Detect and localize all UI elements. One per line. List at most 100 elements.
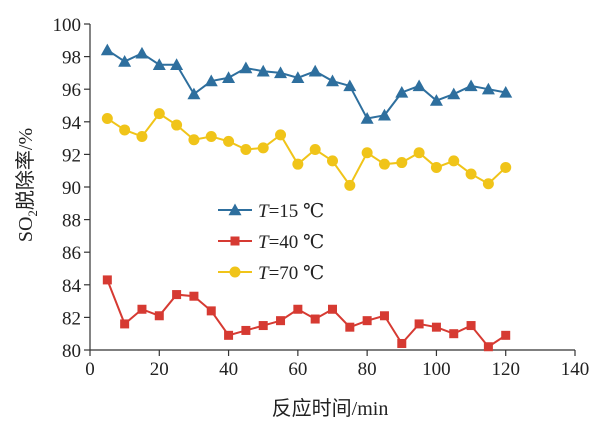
legend-label: T=70 ℃	[258, 263, 324, 284]
data-point	[101, 113, 113, 125]
data-point	[257, 142, 269, 154]
data-point	[100, 43, 114, 56]
series-2	[102, 275, 511, 352]
data-point	[500, 161, 512, 173]
data-point	[241, 325, 251, 335]
legend-label: T=15 ℃	[258, 201, 324, 222]
y-tick-label: 88	[62, 211, 81, 232]
series-line	[106, 279, 507, 349]
data-point	[396, 157, 408, 169]
legend-label-rest: =40 ℃	[269, 232, 325, 253]
legend-label-italic: T	[258, 232, 270, 253]
data-point	[239, 61, 253, 74]
y-tick-label: 96	[62, 80, 81, 101]
series-line	[106, 49, 506, 120]
data-point	[431, 322, 441, 332]
data-point	[362, 316, 372, 326]
data-point	[326, 74, 339, 87]
data-point	[414, 319, 424, 329]
data-point	[119, 124, 131, 136]
legend-item-2: T=40 ℃	[218, 232, 324, 253]
data-point	[447, 87, 461, 100]
x-tick-label: 80	[358, 359, 377, 380]
data-point	[293, 304, 303, 314]
data-point	[118, 54, 132, 67]
y-axis-label: SO2脱除率/%	[14, 128, 40, 242]
data-point	[256, 64, 270, 77]
data-point	[170, 58, 184, 70]
data-point	[395, 85, 409, 98]
legend-label-italic: T	[258, 201, 270, 222]
data-point	[223, 135, 235, 147]
data-point	[412, 79, 426, 92]
data-point	[413, 147, 425, 159]
data-point	[171, 119, 183, 131]
data-point	[188, 134, 200, 146]
data-point	[172, 290, 182, 300]
x-tick-label: 120	[491, 359, 520, 380]
y-axis-label-post: 脱除率/%	[14, 128, 37, 210]
data-point	[310, 314, 320, 324]
x-tick-label: 20	[150, 359, 169, 380]
data-point	[481, 82, 495, 95]
x-tick-label: 0	[85, 359, 95, 380]
data-point	[482, 178, 494, 190]
series-3	[101, 108, 512, 191]
data-point	[291, 71, 305, 83]
data-point	[153, 108, 165, 120]
data-point	[483, 342, 493, 352]
y-axis-label-sub: 2	[25, 210, 40, 217]
data-point	[501, 330, 511, 340]
y-tick-label: 80	[62, 341, 81, 362]
data-point	[499, 85, 513, 98]
data-point	[258, 321, 268, 331]
data-point	[429, 94, 443, 106]
data-point	[379, 311, 389, 321]
series-line	[106, 112, 507, 188]
data-point	[378, 158, 390, 170]
data-point	[120, 319, 130, 329]
data-point	[276, 316, 286, 326]
data-point	[205, 130, 217, 142]
y-tick-label: 92	[62, 145, 81, 166]
y-tick-label: 82	[62, 308, 81, 329]
data-point	[464, 79, 478, 92]
x-tick-label: 40	[219, 359, 238, 380]
legend-label-italic: T	[258, 263, 270, 284]
y-tick-label: 86	[62, 243, 81, 264]
data-point	[240, 144, 252, 156]
data-point	[275, 129, 287, 141]
legend-marker	[228, 203, 242, 216]
y-tick-label: 90	[62, 178, 81, 199]
legend-item-3: T=70 ℃	[218, 263, 324, 284]
y-tick-label: 84	[62, 276, 82, 297]
data-point	[343, 79, 357, 92]
data-point	[328, 304, 337, 314]
data-point	[309, 144, 321, 156]
data-point	[102, 275, 112, 285]
data-point	[448, 155, 460, 167]
x-axis-label: 反应时间/min	[272, 397, 389, 420]
legend-marker	[229, 266, 241, 278]
data-point	[135, 46, 149, 59]
data-point	[345, 322, 355, 332]
data-point	[327, 155, 338, 167]
x-tick-label: 60	[288, 359, 307, 380]
data-point	[292, 158, 304, 170]
data-point	[449, 329, 459, 339]
x-axis-ticks: 0 20 40 60 80 100 120 140	[85, 350, 589, 380]
data-point	[187, 87, 201, 100]
data-point	[397, 338, 407, 348]
data-point	[206, 306, 216, 316]
data-point	[224, 330, 234, 340]
data-point	[204, 74, 218, 87]
y-tick-label: 98	[62, 48, 81, 69]
y-tick-label: 94	[62, 113, 82, 134]
legend-label-rest: =70 ℃	[269, 263, 325, 284]
data-point	[274, 66, 288, 79]
data-point	[430, 161, 442, 173]
data-point	[377, 108, 391, 121]
data-point	[137, 304, 147, 314]
x-tick-label: 140	[561, 359, 590, 380]
